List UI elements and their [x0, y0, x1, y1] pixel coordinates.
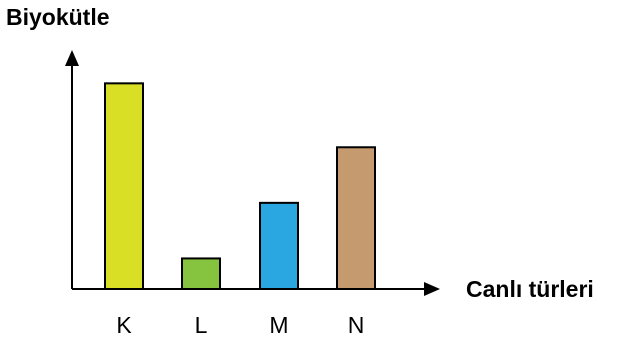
x-tick-label-n: N: [348, 312, 365, 338]
bar-l: [181, 257, 221, 291]
y-axis-title: Biyokütle: [6, 4, 110, 30]
x-tick-label-k: K: [116, 312, 132, 338]
bar-k: [104, 82, 144, 291]
bar-n: [336, 146, 376, 290]
x-axis-title: Canlı türleri: [466, 276, 594, 302]
y-axis-arrow-icon: [65, 50, 79, 66]
bars-group: [104, 82, 376, 291]
bar-m: [259, 201, 299, 290]
x-tick-labels: K L M N: [116, 312, 364, 338]
x-axis-arrow-icon: [424, 282, 440, 296]
x-tick-label-l: L: [195, 312, 208, 338]
x-tick-label-m: M: [269, 312, 288, 338]
